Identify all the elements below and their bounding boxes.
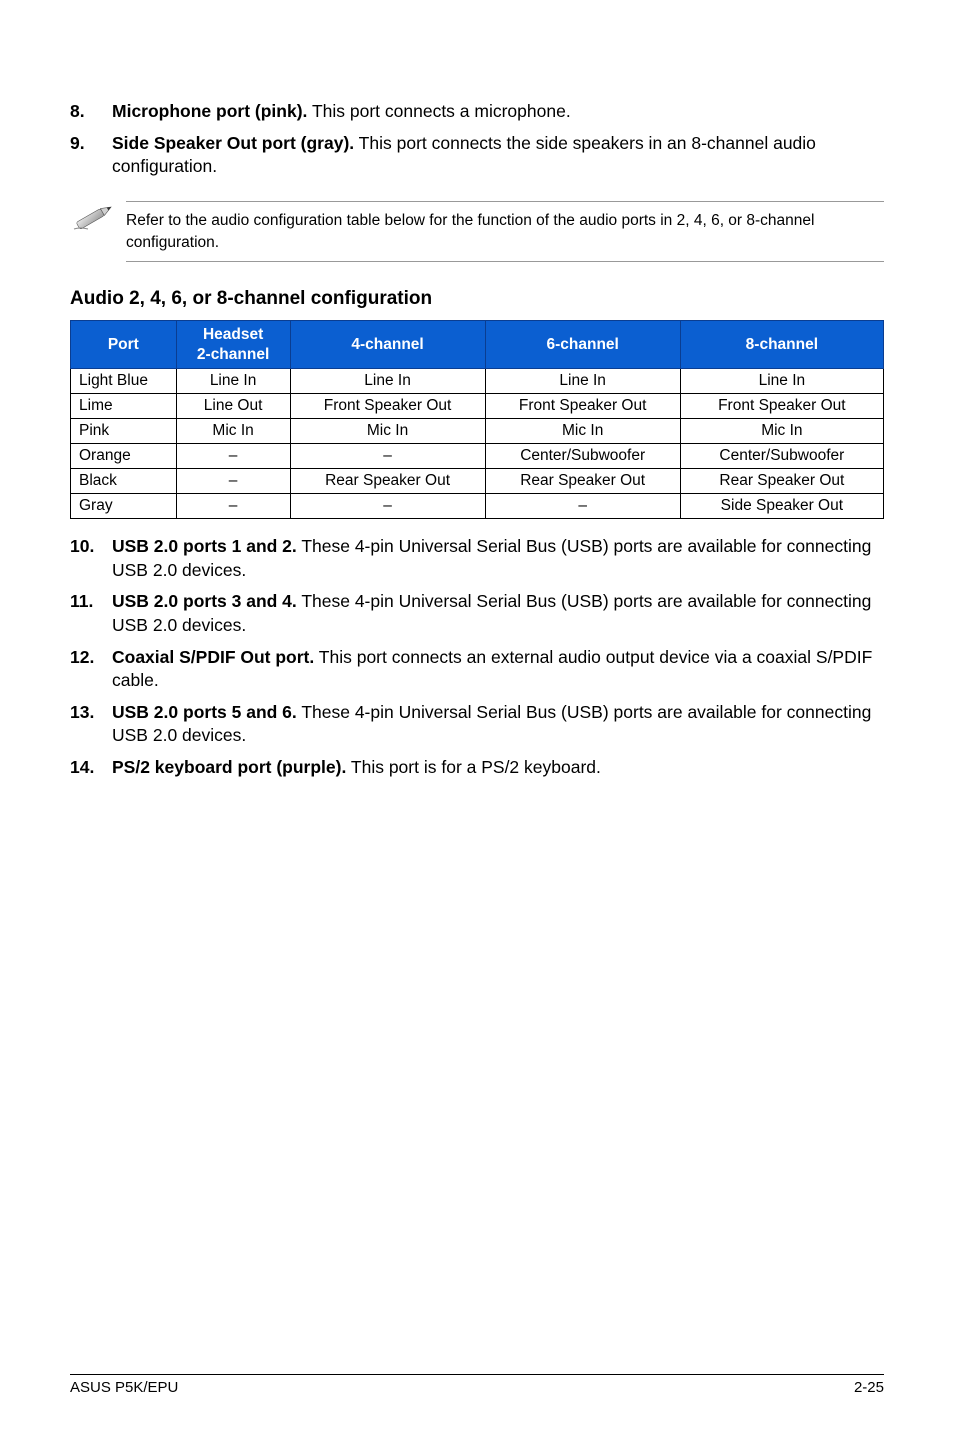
bottom-numbered-list: 10.USB 2.0 ports 1 and 2. These 4-pin Un… — [70, 535, 884, 780]
table-row: PinkMic InMic InMic InMic In — [71, 419, 884, 444]
list-item: 11.USB 2.0 ports 3 and 4. These 4-pin Un… — [70, 590, 884, 637]
table-header-cell: 8-channel — [680, 321, 883, 369]
table-cell: Center/Subwoofer — [680, 444, 883, 469]
table-cell: Center/Subwoofer — [485, 444, 680, 469]
table-cell: Black — [71, 469, 177, 494]
item-body: Microphone port (pink). This port connec… — [112, 100, 884, 124]
item-number: 8. — [70, 100, 112, 124]
item-number: 9. — [70, 132, 112, 179]
item-text: This port connects a microphone. — [307, 101, 570, 121]
table-cell: Mic In — [176, 419, 290, 444]
table-row: Black–Rear Speaker OutRear Speaker OutRe… — [71, 469, 884, 494]
list-item: 9.Side Speaker Out port (gray). This por… — [70, 132, 884, 179]
table-header-cell: 6-channel — [485, 321, 680, 369]
item-body: USB 2.0 ports 3 and 4. These 4-pin Unive… — [112, 590, 884, 637]
page-footer: ASUS P5K/EPU 2-25 — [70, 1374, 884, 1396]
table-cell: Orange — [71, 444, 177, 469]
table-cell: Front Speaker Out — [485, 394, 680, 419]
footer-right: 2-25 — [854, 1379, 884, 1396]
table-row: Light BlueLine InLine InLine InLine In — [71, 369, 884, 394]
table-cell: Mic In — [290, 419, 485, 444]
table-cell: – — [176, 444, 290, 469]
table-cell: – — [290, 444, 485, 469]
table-row: LimeLine OutFront Speaker OutFront Speak… — [71, 394, 884, 419]
table-cell: Front Speaker Out — [290, 394, 485, 419]
table-cell: Rear Speaker Out — [290, 469, 485, 494]
table-cell: Line In — [176, 369, 290, 394]
item-body: Side Speaker Out port (gray). This port … — [112, 132, 884, 179]
list-item: 12.Coaxial S/PDIF Out port. This port co… — [70, 646, 884, 693]
note-block: Refer to the audio configuration table b… — [70, 193, 884, 270]
table-cell: Line Out — [176, 394, 290, 419]
table-cell: Line In — [290, 369, 485, 394]
pencil-icon — [70, 201, 126, 238]
table-cell: Rear Speaker Out — [680, 469, 883, 494]
table-header-cell: Port — [71, 321, 177, 369]
table-row: Gray–––Side Speaker Out — [71, 494, 884, 519]
item-number: 12. — [70, 646, 112, 693]
table-header-cell: 4-channel — [290, 321, 485, 369]
item-label: USB 2.0 ports 1 and 2. — [112, 536, 297, 556]
table-cell: Rear Speaker Out — [485, 469, 680, 494]
list-item: 13.USB 2.0 ports 5 and 6. These 4-pin Un… — [70, 701, 884, 748]
item-label: USB 2.0 ports 3 and 4. — [112, 591, 297, 611]
table-cell: Pink — [71, 419, 177, 444]
table-cell: Gray — [71, 494, 177, 519]
table-cell: Lime — [71, 394, 177, 419]
item-body: USB 2.0 ports 1 and 2. These 4-pin Unive… — [112, 535, 884, 582]
table-cell: Front Speaker Out — [680, 394, 883, 419]
list-item: 10.USB 2.0 ports 1 and 2. These 4-pin Un… — [70, 535, 884, 582]
footer-left: ASUS P5K/EPU — [70, 1379, 178, 1396]
table-cell: – — [290, 494, 485, 519]
table-cell: Line In — [485, 369, 680, 394]
item-body: USB 2.0 ports 5 and 6. These 4-pin Unive… — [112, 701, 884, 748]
table-cell: – — [176, 469, 290, 494]
item-number: 13. — [70, 701, 112, 748]
item-number: 14. — [70, 756, 112, 780]
table-cell: Side Speaker Out — [680, 494, 883, 519]
item-label: Side Speaker Out port (gray). — [112, 133, 354, 153]
table-cell: Light Blue — [71, 369, 177, 394]
list-item: 8.Microphone port (pink). This port conn… — [70, 100, 884, 124]
item-body: PS/2 keyboard port (purple). This port i… — [112, 756, 884, 780]
item-text: This port is for a PS/2 keyboard. — [346, 757, 601, 777]
item-body: Coaxial S/PDIF Out port. This port conne… — [112, 646, 884, 693]
item-label: USB 2.0 ports 5 and 6. — [112, 702, 297, 722]
table-cell: Mic In — [680, 419, 883, 444]
section-heading: Audio 2, 4, 6, or 8-channel configuratio… — [70, 288, 884, 310]
table-header-cell: Headset2-channel — [176, 321, 290, 369]
table-cell: – — [176, 494, 290, 519]
note-text: Refer to the audio configuration table b… — [126, 201, 884, 262]
list-item: 14.PS/2 keyboard port (purple). This por… — [70, 756, 884, 780]
item-label: Coaxial S/PDIF Out port. — [112, 647, 314, 667]
table-cell: Line In — [680, 369, 883, 394]
item-label: Microphone port (pink). — [112, 101, 307, 121]
table-cell: Mic In — [485, 419, 680, 444]
item-number: 10. — [70, 535, 112, 582]
table-row: Orange––Center/SubwooferCenter/Subwoofer — [71, 444, 884, 469]
top-numbered-list: 8.Microphone port (pink). This port conn… — [70, 100, 884, 179]
audio-config-table: PortHeadset2-channel4-channel6-channel8-… — [70, 320, 884, 519]
item-number: 11. — [70, 590, 112, 637]
table-cell: – — [485, 494, 680, 519]
item-label: PS/2 keyboard port (purple). — [112, 757, 346, 777]
